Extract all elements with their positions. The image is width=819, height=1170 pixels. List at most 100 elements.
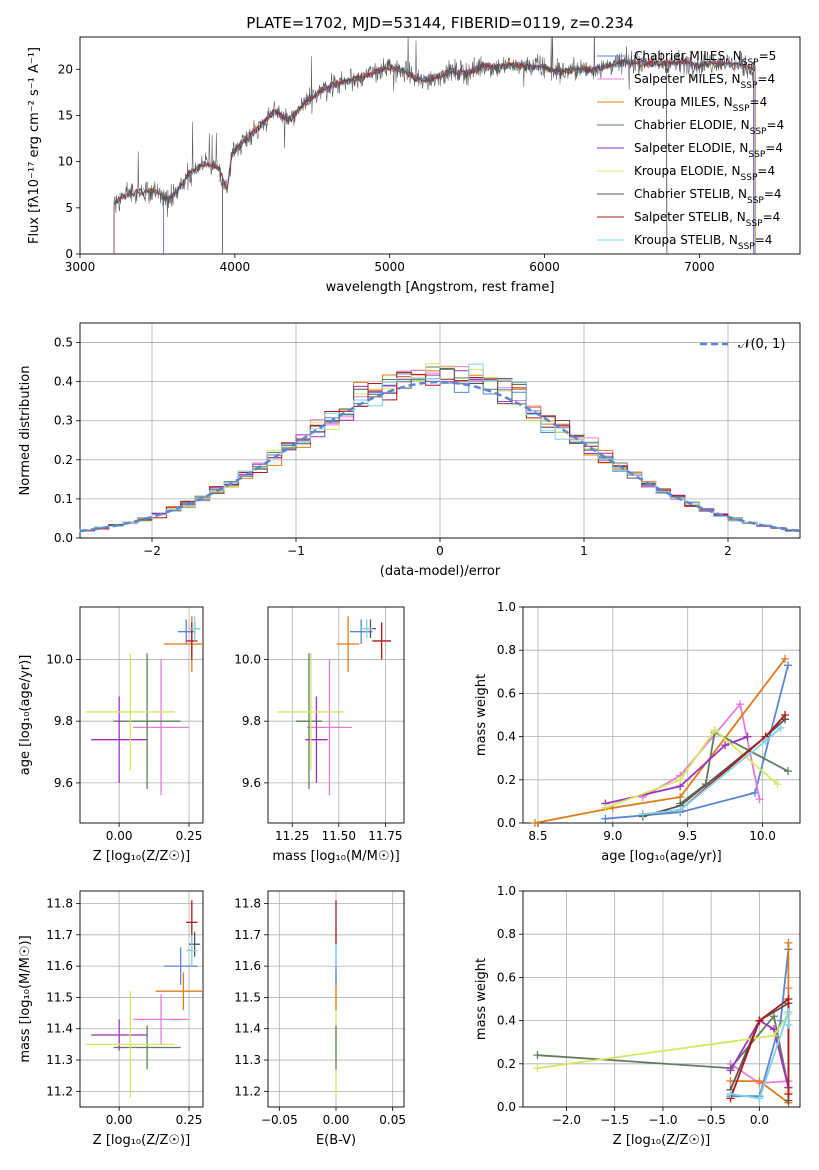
x-tick-label: −0.05 — [261, 1113, 298, 1127]
y-tick-label: 9.8 — [54, 714, 73, 728]
spectrum-legend: Chabrier MILES, NSSP=5 Salpeter MILES, NS… — [597, 49, 784, 252]
axes-frame — [522, 606, 801, 824]
legend-label: Kroupa STELIB, NSSP=4 — [634, 233, 772, 252]
spectrum-line — [113, 37, 756, 254]
y-tick-label: 11.5 — [46, 990, 73, 1004]
age-vs-mass-panel: 11.25 11.50 11.75 9.6 9.8 10.0 mass [log₁₀(M/M… — [234, 606, 405, 864]
x-axis-label: Z [log₁₀(Z/Z☉)] — [93, 849, 190, 864]
errorbar-point — [85, 653, 176, 771]
errorbar-point — [372, 622, 391, 660]
x-axis-label: mass [log₁₀(M/M☉)] — [272, 849, 399, 864]
legend-label: Kroupa MILES, NSSP=4 — [634, 95, 767, 114]
weight-marker — [781, 654, 790, 663]
errorbar-point — [91, 696, 148, 783]
weight-marker — [533, 1051, 542, 1060]
errorbar-point — [277, 653, 345, 771]
y-tick-label: 0.2 — [54, 453, 73, 467]
weight-marker — [761, 736, 770, 745]
weight-marker — [784, 938, 793, 947]
errorbar-point — [295, 653, 323, 790]
weight-line — [642, 727, 782, 816]
errorbar-point — [349, 619, 373, 645]
x-tick-label: 11.25 — [275, 829, 309, 843]
axes-frame — [79, 890, 204, 1108]
y-tick-label: 9.8 — [242, 714, 261, 728]
y-axis-label: mass weight — [474, 674, 489, 756]
y-tick-label: 10.0 — [46, 652, 73, 666]
weight-marker — [601, 803, 610, 812]
y-tick-label: 11.7 — [46, 928, 73, 942]
weight-marker — [533, 1064, 542, 1073]
y-axis-label: Normed distribution — [18, 366, 33, 496]
legend-label: Salpeter MILES, NSSP=4 — [634, 72, 775, 91]
x-tick-label: 4000 — [220, 260, 251, 274]
y-tick-label: 0.6 — [497, 686, 516, 700]
weight-marker — [710, 726, 719, 735]
x-tick-label: 3000 — [65, 260, 96, 274]
x-tick-label: 0 — [436, 544, 444, 558]
x-tick-label: 0.0 — [750, 1113, 769, 1127]
y-tick-label: 0.4 — [497, 730, 516, 744]
weight-line — [729, 1019, 790, 1088]
x-tick-label: −2 — [143, 544, 161, 558]
errorbar-point — [85, 991, 176, 1098]
weight-marker — [755, 1016, 764, 1025]
weight-marker — [784, 661, 793, 670]
x-tick-label: 6000 — [529, 260, 560, 274]
errorbar-point — [113, 653, 181, 790]
weight-marker — [736, 700, 745, 709]
y-tick-label: 1.0 — [497, 600, 516, 614]
errorbar-point — [186, 934, 198, 967]
y-tick-label: 9.6 — [242, 776, 261, 790]
x-tick-label: 11.75 — [368, 829, 402, 843]
x-axis-label: (data-model)/error — [380, 564, 501, 579]
x-tick-label: −2.0 — [552, 1113, 581, 1127]
weight-vs-age-panel: 8.5 9.0 9.5 10.0 0.0 0.2 0.4 0.6 0.8 1.0 age [log₁… — [474, 600, 801, 864]
legend-label: 𝒩(0, 1) — [738, 337, 785, 352]
weight-marker — [676, 775, 685, 784]
y-axis-label: age [log₁₀(age/yr)] — [18, 655, 33, 776]
y-tick-label: 10.0 — [234, 652, 261, 666]
axes-frame — [267, 606, 405, 824]
weight-marker — [784, 1007, 793, 1016]
y-tick-label: 1.0 — [497, 884, 516, 898]
spectrum-line — [222, 58, 668, 254]
errorbar-point — [307, 659, 352, 796]
y-tick-label: 11.6 — [46, 959, 73, 973]
axes-frame — [522, 890, 801, 1108]
spectrum-line — [163, 58, 754, 254]
y-tick-label: 0.2 — [497, 773, 516, 787]
spectrum-line — [222, 58, 668, 254]
y-tick-label: 0.8 — [497, 927, 516, 941]
y-tick-label: 0 — [65, 247, 73, 261]
x-tick-label: 0.25 — [176, 1113, 203, 1127]
errorbar-point — [305, 696, 328, 783]
y-tick-label: 0.6 — [497, 970, 516, 984]
x-tick-label: 0.00 — [106, 1113, 133, 1127]
weight-line — [642, 702, 761, 800]
weight-marker — [755, 1077, 764, 1086]
weight-line — [729, 997, 790, 1099]
legend-label: Salpeter STELIB, NSSP=4 — [634, 210, 780, 229]
weight-vs-Z-panel: −2.0 −1.5 −1.0 −0.5 0.0 0.0 0.2 0.4 0.6 0.8 1.0 Z [… — [474, 884, 801, 1148]
spectrum-line — [222, 58, 668, 254]
y-tick-label: 0.5 — [54, 336, 73, 350]
weight-marker — [784, 1090, 793, 1099]
x-tick-label: 11.50 — [322, 829, 356, 843]
weight-marker — [784, 995, 793, 1003]
weight-line — [642, 718, 786, 818]
y-tick-label: 11.2 — [234, 1084, 261, 1098]
x-tick-label: 9.5 — [678, 829, 697, 843]
axes-frame — [79, 322, 801, 539]
figure-title: PLATE=1702, MJD=53144, FIBERID=0119, z=0… — [246, 14, 633, 32]
weight-marker — [781, 711, 790, 719]
x-axis-label: wavelength [Angstrom, rest frame] — [326, 280, 555, 295]
weight-line — [730, 1011, 790, 1100]
y-tick-label: 20 — [58, 62, 73, 76]
y-tick-label: 0.1 — [54, 492, 73, 506]
errorbar-point — [113, 1025, 181, 1070]
x-tick-label: 0.25 — [176, 829, 203, 843]
spectrum-line — [113, 58, 756, 254]
weight-marker — [638, 810, 647, 819]
